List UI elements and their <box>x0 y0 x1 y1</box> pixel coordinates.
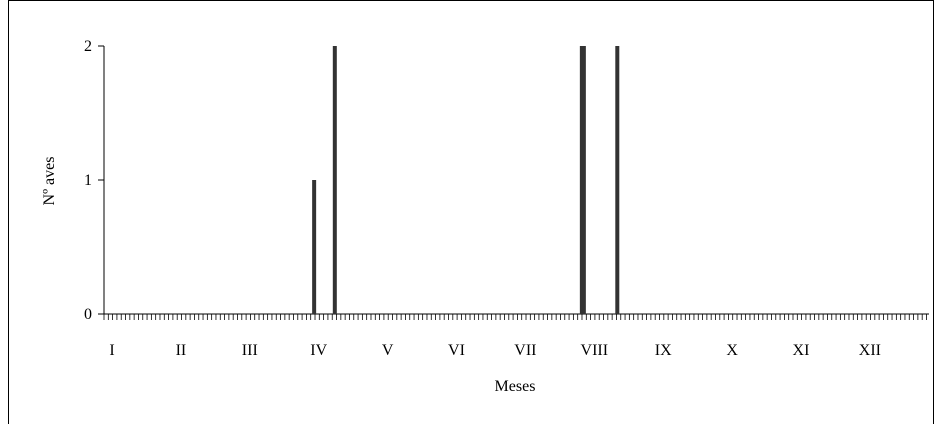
x-axis-title: Meses <box>495 378 536 395</box>
bar <box>332 46 337 314</box>
y-tick-label: 1 <box>84 172 92 189</box>
x-tick-label: I <box>109 342 114 359</box>
bar <box>615 46 620 314</box>
x-tick-label: VII <box>514 342 536 359</box>
x-tick-label: X <box>726 342 738 359</box>
bar <box>579 46 586 314</box>
x-axis: I II III IV V VI VII VIII IX X XI XII <box>103 313 929 359</box>
x-tick-label: XII <box>859 342 881 359</box>
x-tick-label: XI <box>793 342 810 359</box>
bar-chart: 012 I II III IV V VI VII VIII IX X XI XII Meses Nº … <box>41 38 929 395</box>
bar <box>312 180 317 314</box>
x-tick-label: VIII <box>581 342 609 359</box>
x-tick-label: IV <box>310 342 327 359</box>
y-tick-label: 0 <box>84 306 92 323</box>
x-tick-label: V <box>382 342 394 359</box>
y-axis: 0 1 2 <box>84 38 105 323</box>
y-tick-label: 2 <box>84 38 92 55</box>
y-axis-title: Nº aves <box>41 157 58 206</box>
x-tick-label: IX <box>655 342 672 359</box>
x-tick-label: VI <box>448 342 465 359</box>
x-tick-label: III <box>242 342 258 359</box>
bars <box>312 46 620 314</box>
x-tick-label: II <box>176 342 187 359</box>
